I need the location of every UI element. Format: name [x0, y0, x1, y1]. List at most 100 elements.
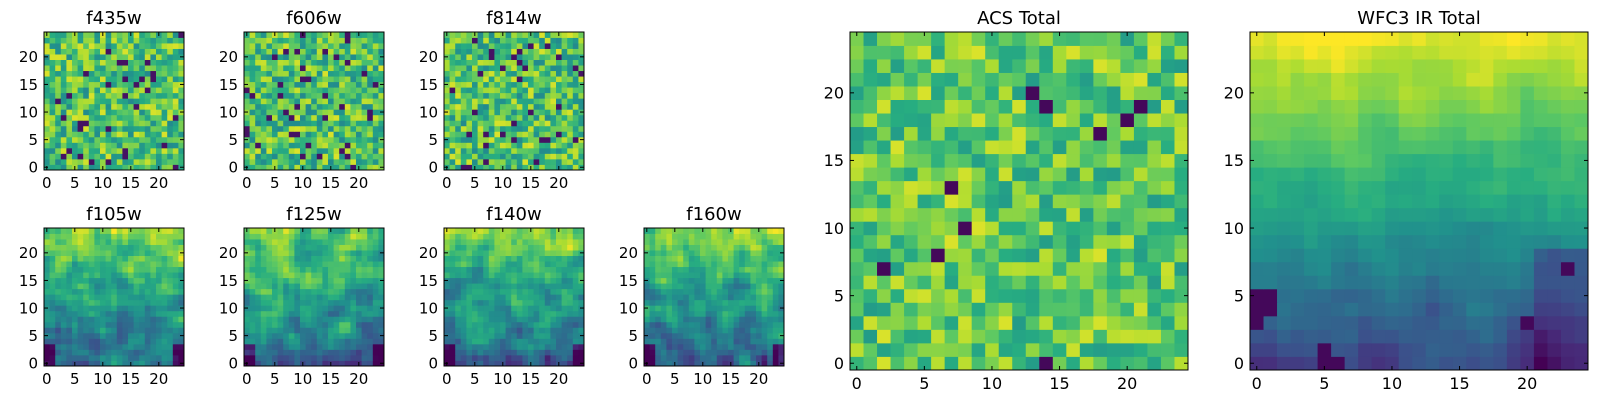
heatmap-cell: [533, 65, 540, 72]
heatmap-cell: [488, 255, 495, 262]
heatmap-cell: [1160, 234, 1175, 249]
heatmap-cell: [339, 239, 346, 245]
heatmap-cell: [300, 103, 306, 110]
heatmap-cell: [372, 349, 379, 356]
heatmap-cell: [666, 244, 673, 251]
heatmap-cell: [567, 65, 574, 72]
heatmap-cell: [266, 120, 273, 127]
heatmap-cell: [716, 255, 723, 262]
heatmap-cell: [60, 343, 67, 350]
heatmap-cell: [266, 136, 273, 143]
heatmap-cell: [505, 244, 512, 251]
heatmap-cell: [49, 48, 56, 55]
heatmap-cell: [244, 283, 250, 290]
heatmap-cell: [72, 272, 78, 279]
heatmap-cell: [677, 239, 684, 245]
heatmap-cell: [122, 360, 129, 367]
heatmap-cell: [561, 305, 568, 312]
heatmap-cell: [367, 164, 374, 171]
heatmap-cell: [472, 283, 478, 290]
heatmap-cell: [311, 136, 318, 143]
heatmap-cell: [561, 158, 568, 165]
heatmap-cell: [88, 37, 95, 44]
heatmap-cell: [328, 153, 334, 160]
heatmap-cell: [544, 244, 551, 251]
heatmap-cell: [378, 147, 385, 154]
heatmap-cell: [539, 321, 546, 328]
heatmap-cell: [116, 239, 123, 245]
heatmap-cell: [522, 294, 529, 301]
heatmap-cell: [722, 343, 729, 350]
heatmap-cell: [322, 125, 329, 132]
heatmap-cell: [655, 360, 662, 367]
heatmap-cell: [556, 54, 562, 60]
heatmap-cell: [150, 283, 157, 290]
heatmap-cell: [572, 109, 579, 116]
heatmap-cell: [277, 288, 284, 295]
heatmap-cell: [288, 288, 295, 295]
heatmap-cell: [111, 283, 118, 290]
heatmap-cell: [322, 277, 329, 284]
heatmap-cell: [77, 272, 84, 279]
heatmap-cell: [455, 354, 462, 361]
heatmap-cell: [578, 125, 585, 132]
heatmap-cell: [172, 48, 179, 55]
heatmap-cell: [305, 54, 312, 60]
heatmap-cell: [72, 283, 78, 290]
heatmap-cell: [998, 234, 1013, 249]
heatmap-cell: [139, 136, 146, 143]
heatmap-cell: [683, 272, 690, 279]
heatmap-cell: [367, 125, 374, 132]
heatmap-cell: [305, 131, 312, 138]
heatmap-cell: [494, 288, 501, 295]
heatmap-cell: [356, 299, 362, 306]
heatmap-cell: [344, 233, 351, 240]
heatmap-cell: [733, 261, 740, 268]
heatmap-cell: [711, 266, 718, 273]
heatmap-cell: [300, 294, 306, 301]
heatmap-cell: [156, 70, 162, 77]
heatmap-cell: [516, 114, 523, 121]
heatmap-cell: [49, 92, 56, 99]
heatmap-cell: [378, 70, 385, 77]
heatmap-cell: [356, 158, 362, 165]
heatmap-cell: [167, 153, 174, 160]
heatmap-cell: [122, 158, 129, 165]
heatmap-cell: [444, 65, 450, 72]
heatmap-cell: [66, 244, 73, 251]
y-tick-label: 20: [19, 244, 38, 262]
heatmap-cell: [144, 147, 151, 154]
heatmap-cell: [772, 338, 779, 345]
heatmap-cell: [444, 255, 450, 262]
heatmap-cell: [444, 92, 450, 99]
heatmap-cell: [455, 136, 462, 143]
heatmap-cell: [483, 114, 490, 121]
heatmap-cell: [172, 131, 179, 138]
heatmap-cell: [567, 266, 574, 273]
heatmap-cell: [100, 103, 106, 110]
heatmap-cell: [111, 120, 118, 127]
heatmap-cell: [255, 65, 262, 72]
heatmap-cell: [1012, 194, 1027, 209]
heatmap-cell: [150, 338, 157, 345]
heatmap-cell: [255, 54, 262, 60]
heatmap-cell: [522, 327, 529, 334]
heatmap-cell: [1025, 261, 1040, 276]
heatmap-cell: [139, 305, 146, 312]
heatmap-cell: [77, 244, 84, 251]
heatmap-cell: [156, 283, 162, 290]
heatmap-cell: [49, 54, 56, 60]
heatmap-cell: [455, 283, 462, 290]
heatmap-cell: [150, 120, 157, 127]
heatmap-cell: [556, 158, 562, 165]
heatmap-cell: [556, 305, 562, 312]
heatmap-cell: [260, 81, 267, 88]
heatmap-cell: [139, 65, 146, 72]
heatmap-cell: [700, 244, 706, 251]
heatmap-cell: [294, 125, 301, 132]
heatmap-cell: [556, 43, 562, 49]
heatmap-cell: [778, 349, 785, 356]
heatmap-cell: [533, 37, 540, 44]
heatmap-cell: [460, 153, 467, 160]
heatmap-cell: [505, 76, 512, 83]
